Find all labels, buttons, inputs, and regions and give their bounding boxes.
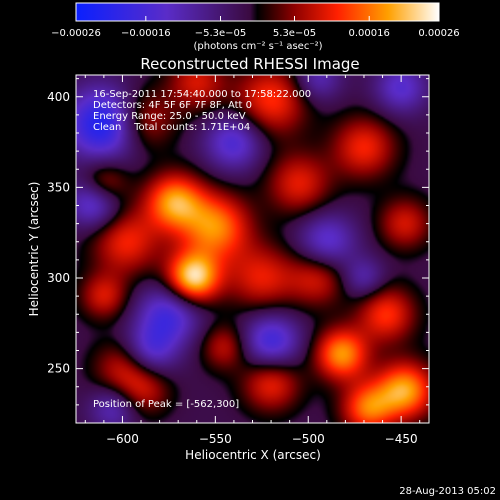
footer-timestamp: 28-Aug-2013 05:02 bbox=[399, 486, 496, 497]
colorbar-ticks: −0.00026 −0.00016 −5.3e−05 5.3e−05 0.00016 0.… bbox=[51, 16, 460, 39]
colorbar-tick-label: 0.00016 bbox=[349, 28, 390, 39]
y-tick-label: 250 bbox=[47, 362, 70, 376]
annotation-peak: Position of Peak = [-562,300] bbox=[93, 399, 239, 410]
x-tick-label: −600 bbox=[106, 432, 139, 446]
annotation-detectors: Detectors: 4F 5F 6F 7F 8F, Att 0 bbox=[93, 100, 252, 111]
x-tick-label: −500 bbox=[292, 432, 325, 446]
y-axis-label: Heliocentric Y (arcsec) bbox=[27, 182, 41, 317]
heatmap-image bbox=[76, 75, 429, 423]
colorbar-tick-label: 0.00026 bbox=[418, 28, 459, 39]
chart-title: Reconstructed RHESSI Image bbox=[140, 55, 359, 73]
annotation-energy: Energy Range: 25.0 - 50.0 keV bbox=[93, 111, 246, 122]
y-tick-label: 300 bbox=[47, 271, 70, 285]
x-tick-label: −550 bbox=[199, 432, 232, 446]
colorbar-tick-label: −0.00026 bbox=[51, 28, 101, 39]
colorbar-unit-label: (photons cm⁻² s⁻¹ asec⁻²) bbox=[193, 41, 322, 52]
colorbar-tick-label: −0.00016 bbox=[121, 28, 171, 39]
x-axis-label: Heliocentric X (arcsec) bbox=[185, 448, 321, 462]
colorbar bbox=[75, 2, 440, 22]
annotation-clean: Clean Total counts: 1.71E+04 bbox=[93, 122, 250, 133]
y-tick-label: 400 bbox=[47, 90, 70, 104]
colorbar-tick-label: −5.3e−05 bbox=[195, 28, 247, 39]
colorbar-tick-label: 5.3e−05 bbox=[273, 28, 316, 39]
x-tick-label: −450 bbox=[385, 432, 418, 446]
y-tick-label: 350 bbox=[47, 180, 70, 194]
annotation-time-range: 16-Sep-2011 17:54:40.000 to 17:58:22.000 bbox=[93, 89, 311, 100]
axis-ticks: −600 −550 −500 −450 250 300 350 400 bbox=[47, 75, 429, 446]
